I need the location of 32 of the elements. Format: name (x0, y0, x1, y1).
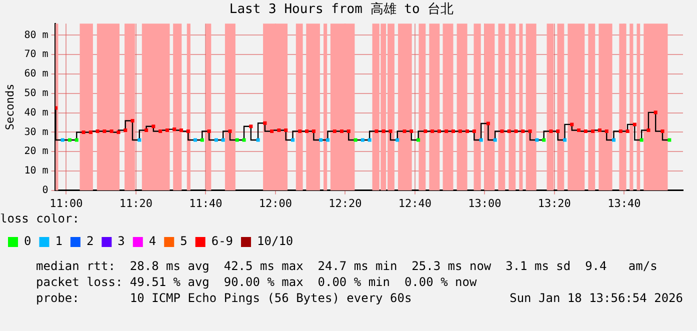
legend-label: 4 (148, 234, 156, 248)
x-tick-label: 12:20 (328, 196, 362, 210)
legend-label: 3 (118, 234, 125, 248)
legend-label: 2 (86, 234, 94, 248)
x-tick-label: 11:20 (119, 196, 152, 210)
x-tick-label: 12:00 (258, 196, 292, 210)
text: median rtt: 28.8 ms avg 42.5 ms max 24.7 ms min 25.3 ms now 3.1 ms sd 9.4 am/s (36, 258, 658, 274)
legend-label: 6-9 (211, 234, 234, 248)
y-tick-label: 80 m (24, 30, 48, 41)
y-tick-label: 50 m (24, 88, 48, 100)
y-tick-label: 40 m (24, 107, 48, 118)
y-tick-label: 70 m (24, 49, 48, 60)
y-tick-label: 0 (42, 184, 48, 196)
text: Sun Jan 18 13:56:54 2026 (510, 290, 683, 306)
text: probe: 10 ICMP Echo Pings (56 Bytes) every 60s (36, 290, 413, 306)
x-tick-label: 11:40 (189, 196, 222, 210)
legend-label: 5 (180, 234, 188, 248)
y-axis-title: Seconds (3, 84, 16, 130)
legend-label: 1 (55, 234, 62, 248)
x-tick-label: 13:40 (608, 196, 641, 210)
chart-title: Last 3 Hours from 高雄 to 台北 (229, 1, 454, 18)
x-tick-label: 13:00 (468, 196, 502, 210)
legend-label: 10/10 (257, 234, 294, 248)
legend-title: loss color: (0, 212, 80, 226)
y-tick-label: 10 m (24, 166, 48, 177)
y-tick-label: 60 m (24, 68, 48, 80)
x-tick-label: 12:40 (398, 196, 432, 210)
x-tick-label: 13:20 (538, 196, 571, 210)
x-tick-label: 11:00 (50, 196, 83, 210)
y-tick-label: 20 m (24, 146, 48, 158)
y-tick-label: 30 m (24, 126, 48, 138)
text: packet loss: 49.51 % avg 90.00 % max 0.00 % min 0.00 % now (36, 274, 478, 290)
